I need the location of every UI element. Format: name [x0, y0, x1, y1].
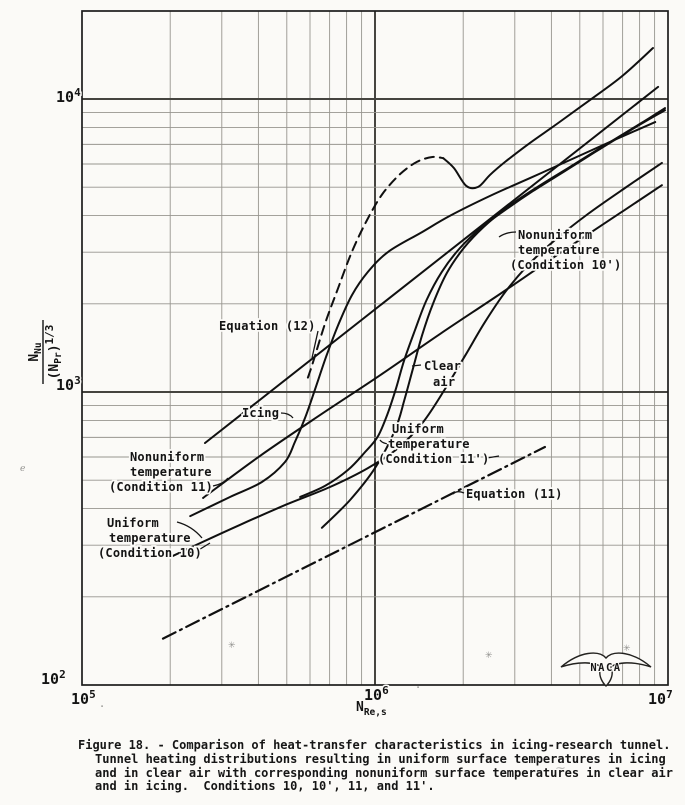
figure-caption: Figure 18. - Comparison of heat-transfer… [78, 738, 678, 794]
label-uniform-11p: (Condition 11') [378, 452, 489, 466]
label-equation-11: Equation (11) [466, 487, 563, 501]
label-nonuniform-11: Nonuniform [130, 450, 204, 464]
tick-base: 10 [56, 88, 74, 106]
caption-line: and in icing. Conditions 10, 10', 11, an… [95, 779, 435, 794]
tick-base: 10 [56, 376, 74, 394]
heat-transfer-chart: Equation (12) Icing Clear air Uniform te… [27, 10, 675, 718]
caption-line: Tunnel heating distributions resulting i… [95, 751, 666, 766]
scan-speck: ✳ [623, 644, 631, 654]
scan-speck: ✳ [228, 641, 236, 651]
y-tick-10e3: 103 [56, 374, 81, 394]
tick-base: 10 [364, 686, 382, 704]
x-axis-symbol: NRe,s [356, 700, 387, 718]
label-uniform-10: Uniform [107, 516, 159, 530]
subscript: Re,s [364, 707, 387, 718]
x-tick-10e5: 105 [71, 688, 96, 708]
curve-nonuniform-temperature-condition-10 [306, 155, 445, 379]
label-pointer [379, 439, 389, 445]
tick-base: 10 [71, 690, 89, 708]
y-axis-title: NNu (NPr)1/3 [27, 320, 64, 384]
tick-exp: 6 [382, 684, 389, 697]
tick-exp: 3 [74, 374, 81, 387]
tick-exp: 5 [89, 688, 96, 701]
x-axis-title: NRe,s [356, 700, 387, 718]
label-uniform-11p: Uniform [392, 422, 444, 436]
scan-speck: ✳ [485, 651, 493, 661]
caption-line: Figure 18. - Comparison of heat-transfer… [78, 738, 671, 752]
x-tick-10e6: 106 [364, 684, 389, 704]
axis-ticks: 104 103 102 105 106 107 [40, 85, 675, 710]
curve-uniform-temperature-condition-10 [169, 161, 663, 559]
tick-exp: 2 [59, 668, 66, 681]
log-grid [82, 11, 668, 685]
label-pointer [452, 491, 465, 495]
label-uniform-10: (Condition 10) [98, 546, 202, 560]
curve-equation-12 [204, 85, 660, 444]
y-tick-10e2: 102 [41, 668, 66, 688]
symbol: N [27, 354, 42, 362]
label-clear-air: air [433, 375, 455, 389]
tick-base: 10 [41, 670, 59, 688]
label-pointer [176, 521, 203, 539]
curve-nonuniform-temperature-condition-11 [202, 184, 663, 499]
label-nonuniform-10p: temperature [518, 243, 600, 257]
x-tick-10e7: 107 [648, 688, 673, 708]
curve-nonuniform-temperature-condition-10 [442, 47, 654, 190]
y-axis-denominator: (NPr)1/3 [43, 325, 64, 380]
exponent: 1/3 [43, 325, 56, 345]
scan-speck: ℯ [20, 464, 26, 474]
label-uniform-11p: temperature [388, 437, 470, 451]
label-pointer [498, 231, 517, 238]
label-nonuniform-10p: (Condition 10') [510, 258, 621, 272]
tick-base: 10 [648, 690, 666, 708]
label-nonuniform-11: (Condition 11) [109, 480, 213, 494]
naca-wings-icon [560, 652, 652, 687]
caption-line: and in clear air with corresponding nonu… [95, 765, 673, 780]
label-pointer [280, 412, 294, 419]
label-nonuniform-11: temperature [130, 465, 212, 479]
label-pointer [411, 364, 422, 367]
label-clear-air: Clear [424, 359, 461, 373]
scan-speck: · [416, 681, 421, 696]
y-axis-numerator: NNu [27, 342, 44, 361]
plot-border [81, 10, 669, 686]
label-pointer [212, 477, 229, 487]
label-pointer [196, 542, 211, 552]
label-pointer [486, 455, 500, 459]
label-icing: Icing [242, 406, 279, 420]
tick-exp: 7 [666, 688, 673, 701]
symbol: ) [47, 344, 62, 352]
curve-uniform-temperature-condition-11 [299, 109, 666, 498]
curve-set [161, 47, 666, 640]
naca-emblem: NACA [560, 652, 652, 687]
naca-emblem-label: NACA [590, 662, 621, 674]
curve-icing [189, 121, 657, 518]
label-uniform-10: temperature [109, 531, 191, 545]
curve-equation-11 [161, 445, 546, 640]
scan-speck: · [100, 700, 105, 715]
curve-labels: Equation (12) Icing Clear air Uniform te… [96, 226, 623, 562]
label-pointers [176, 231, 517, 552]
label-equation-12: Equation (12) [219, 319, 316, 333]
subscript: Pr [53, 352, 64, 364]
tick-exp: 4 [74, 86, 81, 99]
label-nonuniform-10p: Nonuniform [518, 228, 592, 242]
symbol: N [356, 700, 364, 715]
subscript: Nu [33, 342, 44, 353]
y-tick-10e4: 104 [56, 86, 81, 106]
scan-speck: ⁓ [556, 764, 565, 774]
label-pointer [311, 330, 319, 359]
symbol: (N [47, 364, 62, 380]
